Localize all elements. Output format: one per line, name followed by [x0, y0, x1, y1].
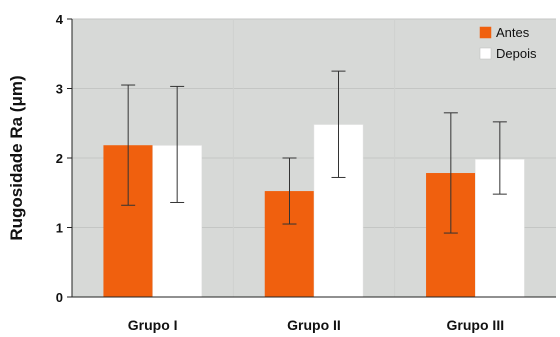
- error-bars: [121, 70, 507, 234]
- legend-swatch-antes: [479, 26, 492, 39]
- legend-label-antes: Antes: [496, 25, 530, 40]
- legend: Antes Depois: [479, 25, 537, 61]
- x-category-label: Grupo II: [287, 317, 341, 333]
- y-tick-label: 0: [56, 290, 63, 305]
- y-tick-label: 1: [56, 221, 63, 236]
- y-tick-label: 4: [56, 12, 64, 27]
- bars: [103, 124, 525, 298]
- y-tick-labels: 0 1 2 3 4: [56, 12, 64, 305]
- y-tick-label: 2: [56, 151, 63, 166]
- axes: [71, 19, 556, 298]
- x-category-label: Grupo III: [447, 317, 505, 333]
- y-tick-label: 3: [56, 82, 63, 97]
- x-category-labels: Grupo I Grupo II Grupo III: [128, 317, 504, 333]
- legend-label-depois: Depois: [496, 46, 537, 61]
- legend-swatch-depois: [479, 47, 492, 60]
- y-axis-title: Rugosidade Ra (μm): [7, 75, 26, 240]
- x-category-label: Grupo I: [128, 317, 178, 333]
